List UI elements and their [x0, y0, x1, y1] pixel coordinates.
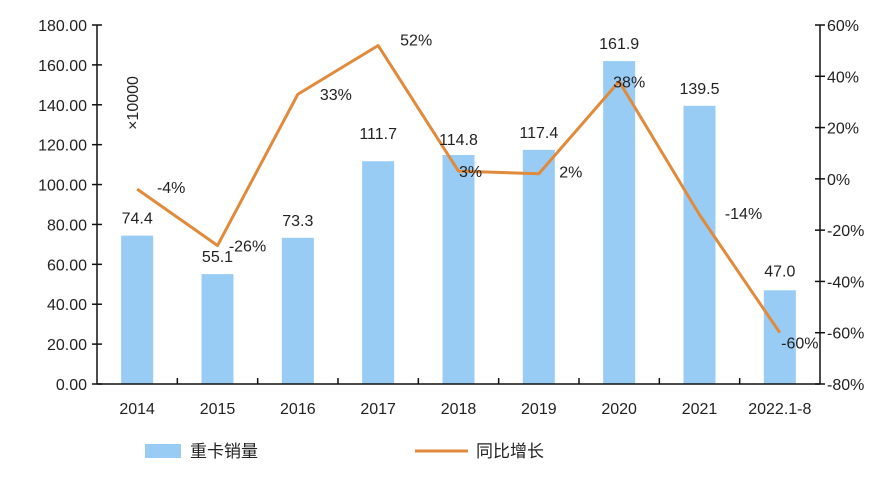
right-tick-label: 20%: [827, 121, 859, 138]
left-tick-label: 20.00: [47, 337, 87, 354]
right-tick-label: -20%: [827, 223, 864, 240]
left-axis-unit-label: ×10000: [125, 76, 142, 130]
bar-value-label: 117.4: [519, 125, 558, 142]
bar-value-label: 74.4: [122, 211, 153, 228]
bar-2020: [603, 61, 635, 384]
bar-2021: [684, 106, 716, 384]
x-tick-label: 2020: [601, 401, 637, 418]
x-tick-label: 2019: [521, 401, 557, 418]
bar-2015: [202, 274, 234, 384]
bar-2018: [443, 155, 475, 384]
right-tick-label: -60%: [827, 326, 864, 343]
growth-value-label: -60%: [781, 336, 818, 353]
bar-value-label: 47.0: [764, 263, 795, 280]
bar-value-label: 161.9: [599, 36, 639, 53]
right-tick-label: 0%: [827, 172, 850, 189]
x-tick-label: 2017: [360, 401, 396, 418]
left-tick-label: 140.00: [38, 98, 87, 115]
growth-value-label: 33%: [320, 87, 352, 104]
growth-value-label: -4%: [157, 180, 185, 197]
bar-value-label: 139.5: [679, 81, 719, 98]
bar-2017: [362, 161, 394, 384]
legend-line-label: 同比增长: [476, 442, 544, 461]
bar-value-label: 114.8: [439, 132, 478, 149]
left-tick-label: 60.00: [47, 257, 87, 274]
x-tick-label: 2016: [280, 401, 316, 418]
legend-bar-label: 重卡销量: [190, 442, 258, 461]
left-tick-label: 40.00: [47, 297, 87, 314]
left-tick-label: 80.00: [47, 217, 87, 234]
x-tick-label: 2014: [119, 401, 155, 418]
x-tick-label: 2021: [682, 401, 718, 418]
left-tick-label: 100.00: [38, 178, 87, 195]
right-tick-label: 60%: [827, 18, 859, 35]
bar-2019: [523, 150, 555, 384]
growth-value-label: 3%: [459, 164, 482, 181]
x-tick-label: 2015: [200, 401, 236, 418]
left-tick-label: 160.00: [38, 58, 87, 75]
growth-value-label: 38%: [613, 74, 645, 91]
left-tick-label: 120.00: [38, 138, 87, 155]
legend-bar-swatch: [145, 444, 181, 458]
x-tick-label: 2022.1-8: [748, 401, 811, 418]
growth-value-label: 2%: [559, 165, 582, 182]
bar-2016: [282, 238, 314, 384]
bar-value-label: 73.3: [282, 213, 313, 230]
growth-value-label: -14%: [725, 206, 762, 223]
growth-value-label: 52%: [400, 33, 432, 50]
legend: 重卡销量 同比增长: [145, 442, 544, 461]
right-tick-label: -80%: [827, 377, 864, 394]
bar-value-label: 111.7: [359, 126, 397, 143]
left-tick-label: 180.00: [38, 18, 87, 35]
growth-value-label: -26%: [229, 239, 266, 256]
right-tick-label: -40%: [827, 274, 864, 291]
x-tick-label: 2018: [441, 401, 477, 418]
left-tick-label: 0.00: [56, 377, 87, 394]
right-tick-label: 40%: [827, 69, 859, 86]
bar-2014: [121, 236, 153, 384]
